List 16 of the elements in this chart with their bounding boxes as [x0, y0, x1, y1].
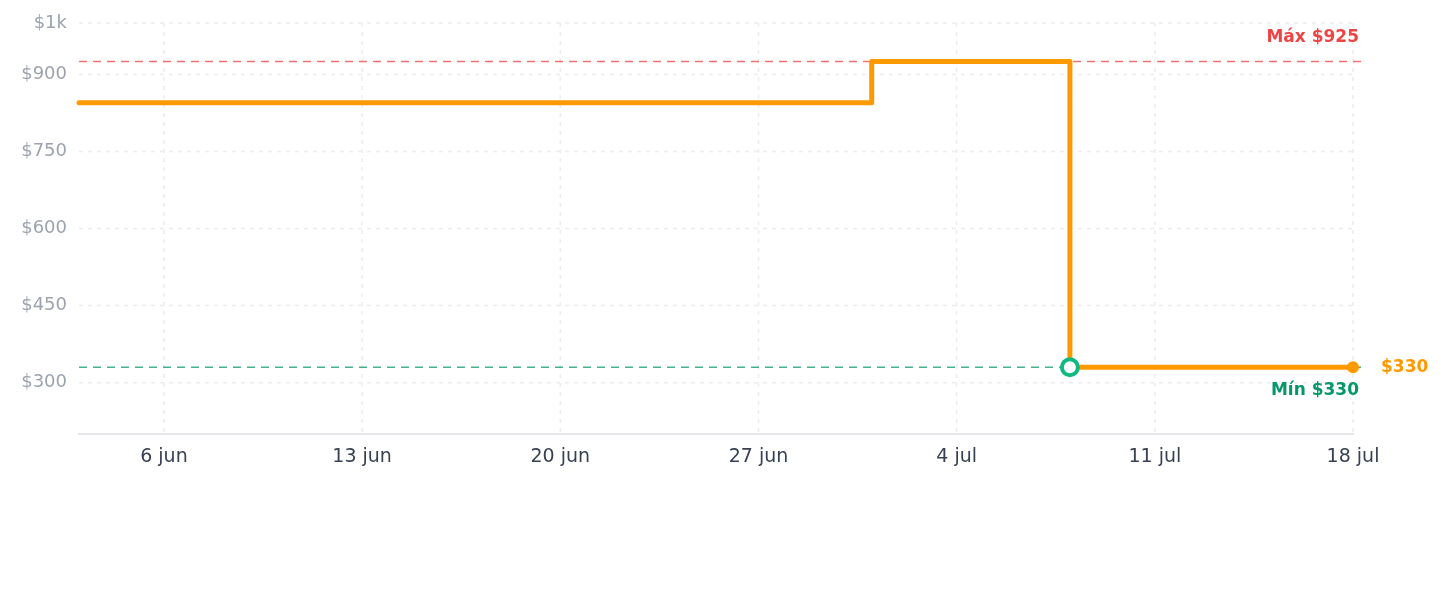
y-tick-label: $750	[21, 139, 67, 161]
y-tick-label: $450	[21, 293, 67, 315]
x-tick-label: 18 jul	[1326, 444, 1380, 467]
x-tick-label: 13 jun	[332, 444, 392, 467]
ref-line-label: Mín $330	[1270, 378, 1360, 399]
x-tick-label: 4 jul	[936, 444, 978, 467]
annotation: $330	[1381, 355, 1429, 376]
x-tick-label: 11 jul	[1128, 444, 1182, 467]
y-tick-label: $300	[21, 370, 67, 392]
x-tick-label: 20 jun	[530, 444, 591, 467]
ref-line-label: Máx $925	[1266, 25, 1359, 46]
y-tick-label: $600	[21, 216, 67, 238]
x-tick-label: 6 jun	[140, 444, 188, 467]
y-tick-label: $1k	[33, 10, 68, 32]
y-tick-label: $900	[21, 62, 67, 84]
x-tick-label: 27 jun	[728, 444, 789, 467]
